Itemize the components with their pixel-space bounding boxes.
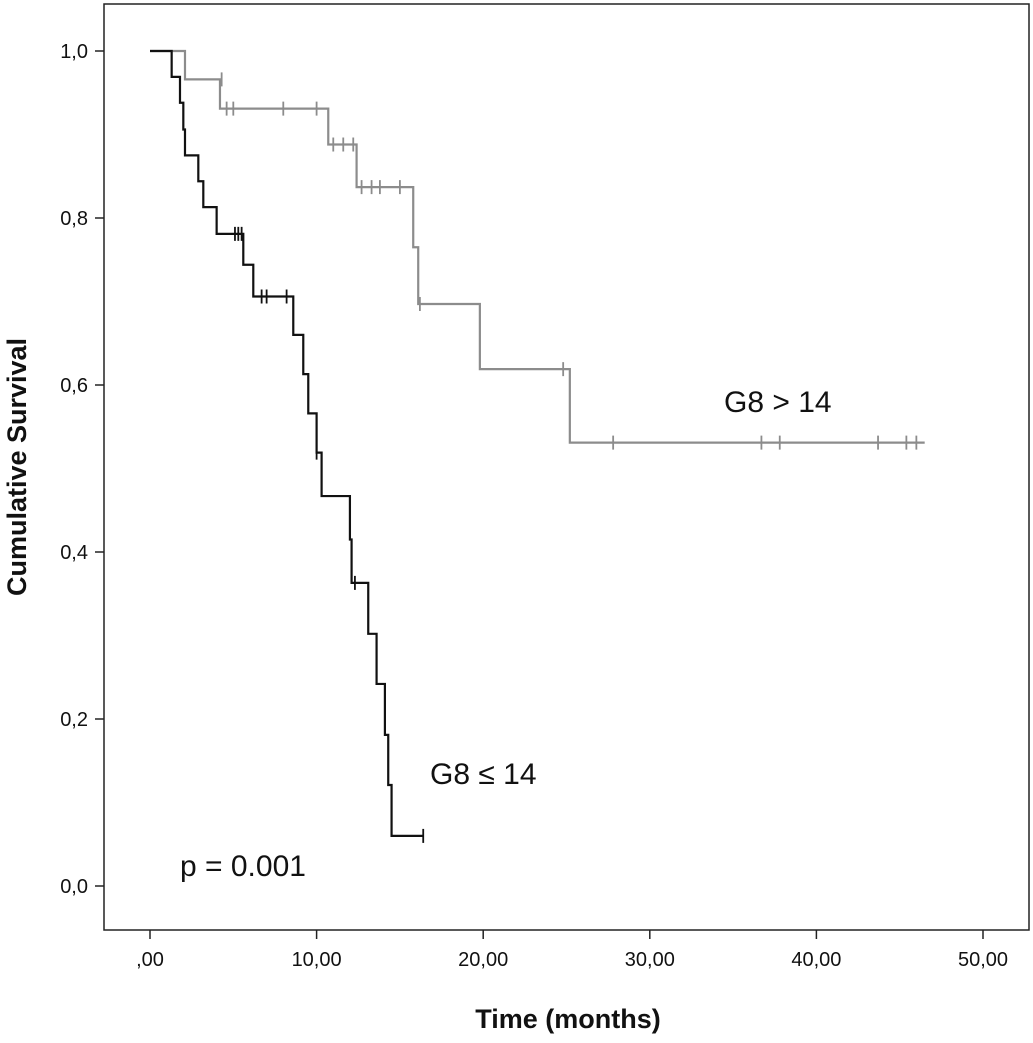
x-tick-label: 10,00 (292, 949, 342, 971)
series-line-g8-high (150, 49, 925, 444)
annotation-g8-low: G8 ≤ 14 (430, 758, 537, 791)
y-tick-label: 0,0 (60, 876, 88, 898)
y-tick-label: 0,8 (60, 208, 88, 230)
y-tick-label: 1,0 (60, 41, 88, 63)
y-tick-label: 0,4 (60, 542, 88, 564)
x-tick-label: ,00 (136, 949, 164, 971)
y-axis: 0,0 0,2 0,4 0,6 0,8 1,0 (60, 41, 104, 898)
x-tick-label: 40,00 (791, 949, 841, 971)
y-tick-label: 0,6 (60, 375, 88, 397)
annotation-p-value: p = 0.001 (180, 850, 306, 883)
annotation-g8-high: G8 > 14 (724, 386, 832, 419)
x-tick-label: 30,00 (625, 949, 675, 971)
y-axis-title: Cumulative Survival (2, 338, 32, 596)
series-layer (150, 49, 925, 843)
x-axis-title: Time (months) (475, 1004, 661, 1034)
series-line-g8-low (150, 49, 424, 837)
plot-frame (103, 3, 1030, 931)
y-tick-label: 0,2 (60, 709, 88, 731)
x-tick-label: 20,00 (458, 949, 508, 971)
x-axis: ,00 10,00 20,00 30,00 40,00 50,00 (136, 930, 1008, 971)
x-tick-label: 50,00 (958, 949, 1008, 971)
